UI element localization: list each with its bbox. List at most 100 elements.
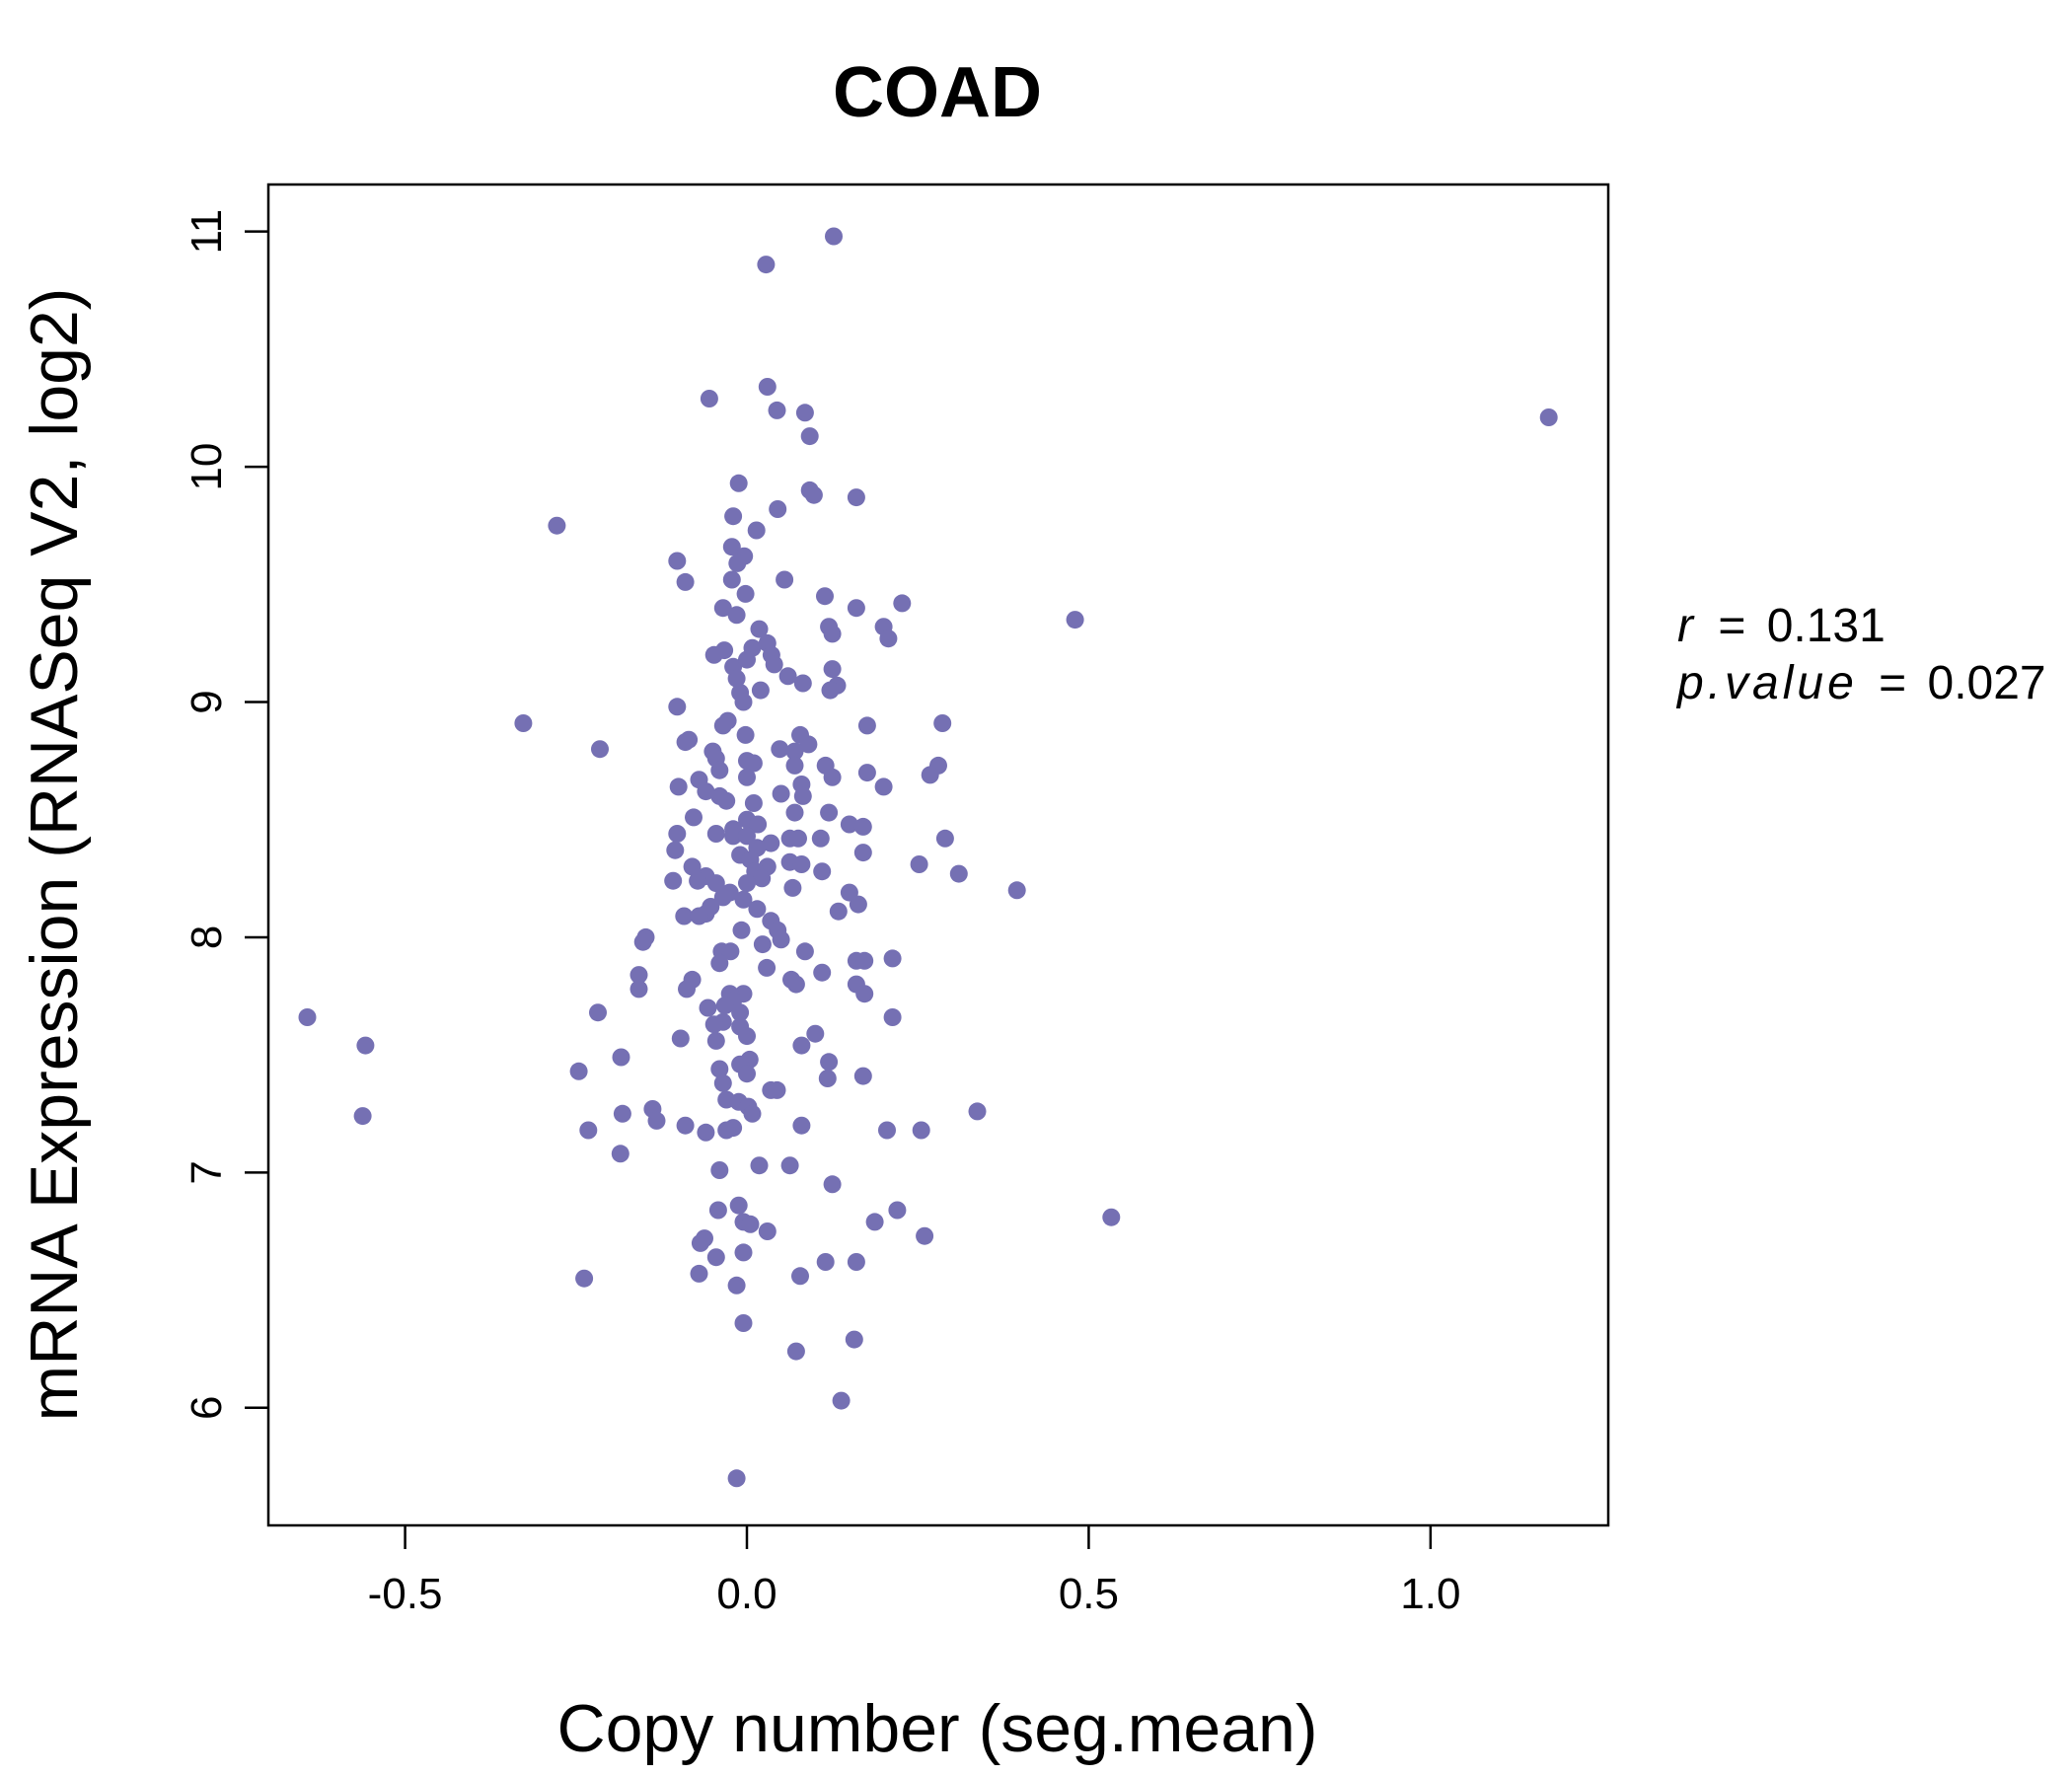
data-point bbox=[823, 625, 842, 643]
data-point bbox=[874, 777, 893, 796]
data-point bbox=[691, 1233, 709, 1252]
data-point bbox=[683, 857, 702, 876]
data-point bbox=[910, 855, 928, 873]
data-point bbox=[1102, 1208, 1121, 1226]
data-point bbox=[713, 599, 732, 618]
data-point bbox=[710, 1161, 729, 1179]
data-point bbox=[744, 794, 763, 812]
data-point bbox=[795, 404, 814, 422]
data-point bbox=[1066, 611, 1084, 629]
data-point bbox=[949, 864, 968, 883]
data-point bbox=[738, 827, 756, 846]
data-point bbox=[840, 815, 858, 834]
data-point bbox=[713, 888, 732, 907]
y-axis: 6 7 8 9 10 11 bbox=[183, 209, 268, 1420]
data-point bbox=[629, 966, 648, 985]
data-point bbox=[689, 871, 707, 890]
data-point bbox=[748, 900, 767, 919]
data-point bbox=[697, 1123, 715, 1142]
data-point bbox=[706, 874, 725, 893]
plot-frame bbox=[266, 183, 1610, 1527]
chart-title: COAD bbox=[833, 53, 1042, 132]
data-point bbox=[697, 782, 715, 801]
data-point bbox=[717, 791, 736, 810]
correlation-annotation: r = 0.131 bbox=[1677, 600, 1886, 652]
data-point bbox=[613, 1104, 631, 1123]
data-point bbox=[706, 825, 725, 843]
data-point bbox=[575, 1269, 594, 1288]
data-point bbox=[727, 606, 746, 625]
data-point bbox=[855, 951, 874, 970]
data-point bbox=[823, 660, 842, 679]
data-point bbox=[750, 620, 769, 638]
data-point bbox=[591, 740, 609, 759]
data-point bbox=[772, 930, 790, 949]
data-point bbox=[1539, 408, 1558, 426]
data-point bbox=[789, 829, 807, 848]
data-point bbox=[676, 733, 695, 752]
data-point bbox=[776, 570, 794, 589]
data-point bbox=[353, 1107, 372, 1126]
data-point bbox=[633, 932, 652, 951]
data-point bbox=[751, 681, 770, 700]
data-point bbox=[729, 1196, 748, 1215]
data-point bbox=[700, 390, 718, 407]
data-point bbox=[783, 878, 802, 897]
data-point bbox=[791, 1267, 809, 1286]
data-point bbox=[823, 1175, 842, 1194]
data-point bbox=[738, 1065, 756, 1083]
data-point bbox=[713, 1073, 732, 1092]
data-point bbox=[847, 1253, 865, 1271]
data-point bbox=[857, 764, 876, 782]
data-point bbox=[792, 855, 811, 873]
data-point bbox=[753, 935, 772, 954]
data-point bbox=[690, 1264, 708, 1283]
y-axis-label: mRNA Expression (RNASeq V2, log2) bbox=[17, 288, 92, 1422]
data-point bbox=[935, 829, 954, 848]
data-point bbox=[675, 907, 694, 925]
data-point bbox=[878, 1121, 896, 1140]
data-point bbox=[883, 949, 902, 968]
data-point bbox=[611, 1145, 629, 1163]
data-point bbox=[853, 844, 872, 862]
data-point bbox=[785, 742, 804, 761]
data-point bbox=[816, 587, 834, 606]
data-point bbox=[879, 629, 898, 648]
data-point bbox=[816, 1253, 835, 1271]
data-points bbox=[298, 227, 1558, 1488]
data-point bbox=[771, 740, 789, 759]
r-label: r bbox=[1677, 600, 1697, 652]
data-point bbox=[727, 669, 746, 688]
data-point bbox=[762, 1080, 780, 1099]
data-point bbox=[753, 869, 772, 888]
stats-annotation: r = 0.131 p.value = 0.027 bbox=[1675, 600, 2046, 709]
data-point bbox=[671, 1029, 690, 1048]
data-point bbox=[669, 777, 688, 796]
data-point bbox=[356, 1036, 375, 1055]
data-point bbox=[569, 1062, 588, 1080]
data-point bbox=[758, 378, 777, 396]
data-point bbox=[728, 554, 747, 572]
data-point bbox=[818, 1070, 837, 1087]
data-point bbox=[750, 1156, 769, 1175]
data-point bbox=[666, 841, 685, 859]
data-point bbox=[734, 1314, 753, 1332]
y-tick-label: 7 bbox=[183, 1160, 231, 1184]
data-point bbox=[769, 500, 787, 518]
data-point bbox=[722, 570, 741, 589]
data-point bbox=[785, 803, 804, 822]
data-point bbox=[647, 1111, 666, 1130]
data-point bbox=[758, 1222, 777, 1240]
data-point bbox=[668, 825, 687, 843]
data-point bbox=[298, 1008, 317, 1026]
data-point bbox=[710, 954, 729, 973]
data-point bbox=[916, 1226, 934, 1245]
data-point bbox=[731, 1003, 750, 1022]
data-point bbox=[685, 808, 703, 827]
data-point bbox=[1007, 881, 1026, 900]
data-point bbox=[724, 507, 743, 526]
data-point bbox=[849, 895, 867, 914]
data-point bbox=[727, 1276, 746, 1295]
data-point bbox=[732, 921, 751, 939]
